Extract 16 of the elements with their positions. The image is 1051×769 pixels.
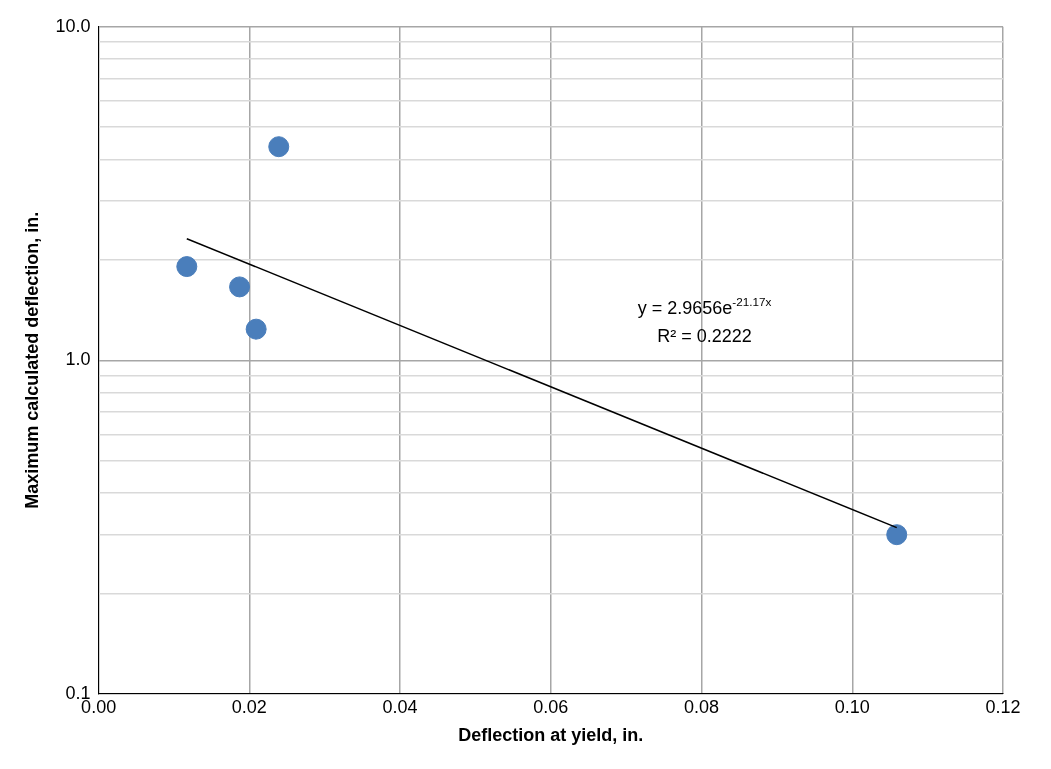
x-tick-label: 0.04 bbox=[382, 696, 418, 717]
x-tick-label: 0.08 bbox=[684, 696, 720, 717]
point bbox=[268, 136, 290, 158]
point bbox=[886, 524, 908, 546]
x-tick-label: 0.10 bbox=[834, 696, 870, 717]
point bbox=[245, 318, 267, 340]
y-axis-title: Maximum calculated deflection, in. bbox=[21, 211, 42, 509]
x-tick-label: 0.12 bbox=[985, 696, 1021, 717]
point bbox=[176, 256, 198, 278]
x-axis-title: Deflection at yield, in. bbox=[458, 725, 644, 746]
y-tick-label: 10.0 bbox=[55, 15, 91, 36]
annotation: R² = 0.2222 bbox=[657, 325, 752, 346]
y-tick-label: 1.0 bbox=[65, 349, 91, 370]
point bbox=[229, 276, 251, 298]
x-tick-label: 0.06 bbox=[533, 696, 569, 717]
x-tick-label: 0.02 bbox=[231, 696, 267, 717]
